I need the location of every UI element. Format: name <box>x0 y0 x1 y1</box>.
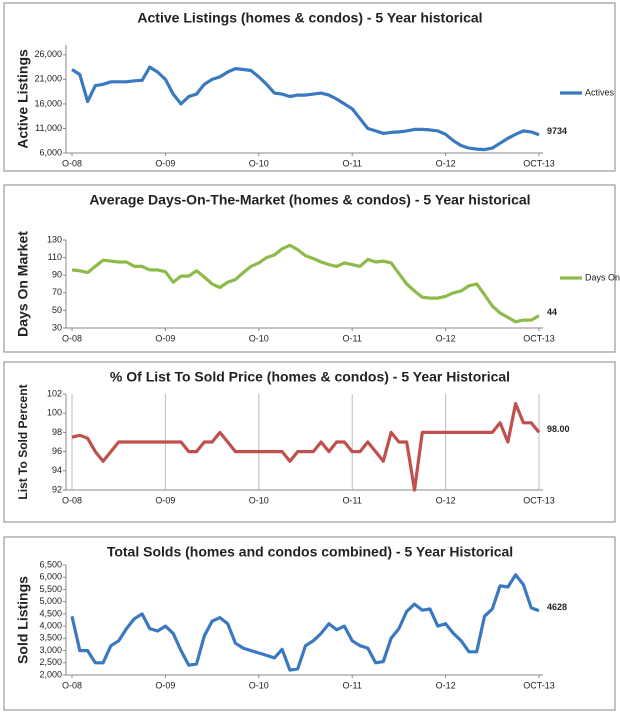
chart-panel: Average Days-On-The-Market (homes & cond… <box>3 184 620 353</box>
x-tick-label: O-11 <box>343 495 362 505</box>
chart-panel: Total Solds (homes and condos combined) … <box>3 536 616 711</box>
y-tick-label: 16,000 <box>34 98 62 108</box>
legend-label: Days On <box>585 272 620 282</box>
data-label: 4628 <box>547 602 567 612</box>
x-tick-label: OCT-13 <box>523 680 555 690</box>
y-tick-label: 96 <box>52 446 62 456</box>
y-tick-label: 4,000 <box>39 620 62 630</box>
x-tick-label: O-10 <box>249 495 269 505</box>
x-tick-label: O-11 <box>343 333 362 343</box>
y-axis-label: Days On Market <box>15 231 31 337</box>
x-tick-label: O-09 <box>155 495 175 505</box>
x-tick-label: OCT-13 <box>523 495 555 505</box>
data-label: 98.00 <box>547 424 570 434</box>
x-tick-label: O-09 <box>155 680 175 690</box>
x-tick-label: O-10 <box>249 680 269 690</box>
y-tick-label: 5,500 <box>39 584 62 594</box>
y-tick-label: 3,000 <box>39 645 62 655</box>
x-tick-label: O-08 <box>62 495 82 505</box>
y-tick-label: 92 <box>52 484 62 494</box>
y-tick-label: 26,000 <box>34 49 62 59</box>
x-tick-label: O-11 <box>343 680 362 690</box>
y-tick-label: 90 <box>52 270 62 280</box>
x-tick-label: O-11 <box>343 158 362 168</box>
data-line <box>71 402 541 492</box>
y-axis-label: List To Sold Percent <box>16 384 30 499</box>
y-tick-label: 70 <box>52 287 62 297</box>
x-tick-label: O-08 <box>62 158 82 168</box>
data-line <box>71 243 540 324</box>
legend-label: Actives <box>585 87 615 97</box>
y-tick-label: 11,000 <box>35 123 62 133</box>
x-tick-label: O-12 <box>436 333 456 343</box>
y-tick-label: 6,000 <box>39 147 62 157</box>
x-tick-label: O-09 <box>155 333 175 343</box>
x-tick-label: O-10 <box>249 158 269 168</box>
data-label: 44 <box>547 307 557 317</box>
y-tick-label: 6,500 <box>39 559 62 569</box>
y-tick-label: 102 <box>47 388 62 398</box>
y-tick-label: 5,000 <box>39 596 62 606</box>
y-tick-label: 2,000 <box>39 669 62 679</box>
x-tick-label: OCT-13 <box>523 333 555 343</box>
y-tick-label: 94 <box>52 465 62 475</box>
panel-border <box>3 184 616 353</box>
y-tick-label: 110 <box>48 252 62 262</box>
y-tick-label: 98 <box>52 427 62 437</box>
x-tick-label: O-08 <box>62 680 82 690</box>
data-line <box>70 573 540 672</box>
x-tick-label: O-08 <box>62 333 82 343</box>
y-tick-label: 4,500 <box>39 608 62 618</box>
y-axis-label: Active Listings <box>15 49 31 149</box>
y-tick-label: 2,500 <box>39 657 62 667</box>
x-tick-label: O-09 <box>155 158 175 168</box>
y-tick-label: 6,000 <box>39 572 62 582</box>
x-tick-label: O-12 <box>436 158 456 168</box>
panel-border <box>3 536 616 711</box>
y-tick-label: 3,500 <box>39 633 62 643</box>
y-tick-label: 100 <box>47 408 62 418</box>
y-tick-label: 21,000 <box>34 74 62 84</box>
y-tick-label: 130 <box>47 234 62 244</box>
chart-title: Active Listings (homes & condos) - 5 Yea… <box>137 10 482 26</box>
data-label: 9734 <box>547 126 567 136</box>
chart-title: Average Days-On-The-Market (homes & cond… <box>89 192 530 208</box>
data-line <box>71 65 540 152</box>
x-tick-label: O-12 <box>436 680 456 690</box>
y-tick-label: 50 <box>52 305 62 315</box>
x-tick-label: O-10 <box>249 333 269 343</box>
panel-border <box>3 2 616 172</box>
x-tick-label: OCT-13 <box>523 158 555 168</box>
panel-border <box>3 361 616 523</box>
chart-title: % Of List To Sold Price (homes & condos)… <box>110 369 510 385</box>
y-axis-label: Sold Listings <box>15 576 31 664</box>
chart-title: Total Solds (homes and condos combined) … <box>107 544 513 560</box>
y-tick-label: 30 <box>52 322 62 332</box>
x-tick-label: O-12 <box>436 495 456 505</box>
chart-panel: % Of List To Sold Price (homes & condos)… <box>3 361 616 523</box>
chart-panel: Active Listings (homes & condos) - 5 Yea… <box>3 2 616 172</box>
